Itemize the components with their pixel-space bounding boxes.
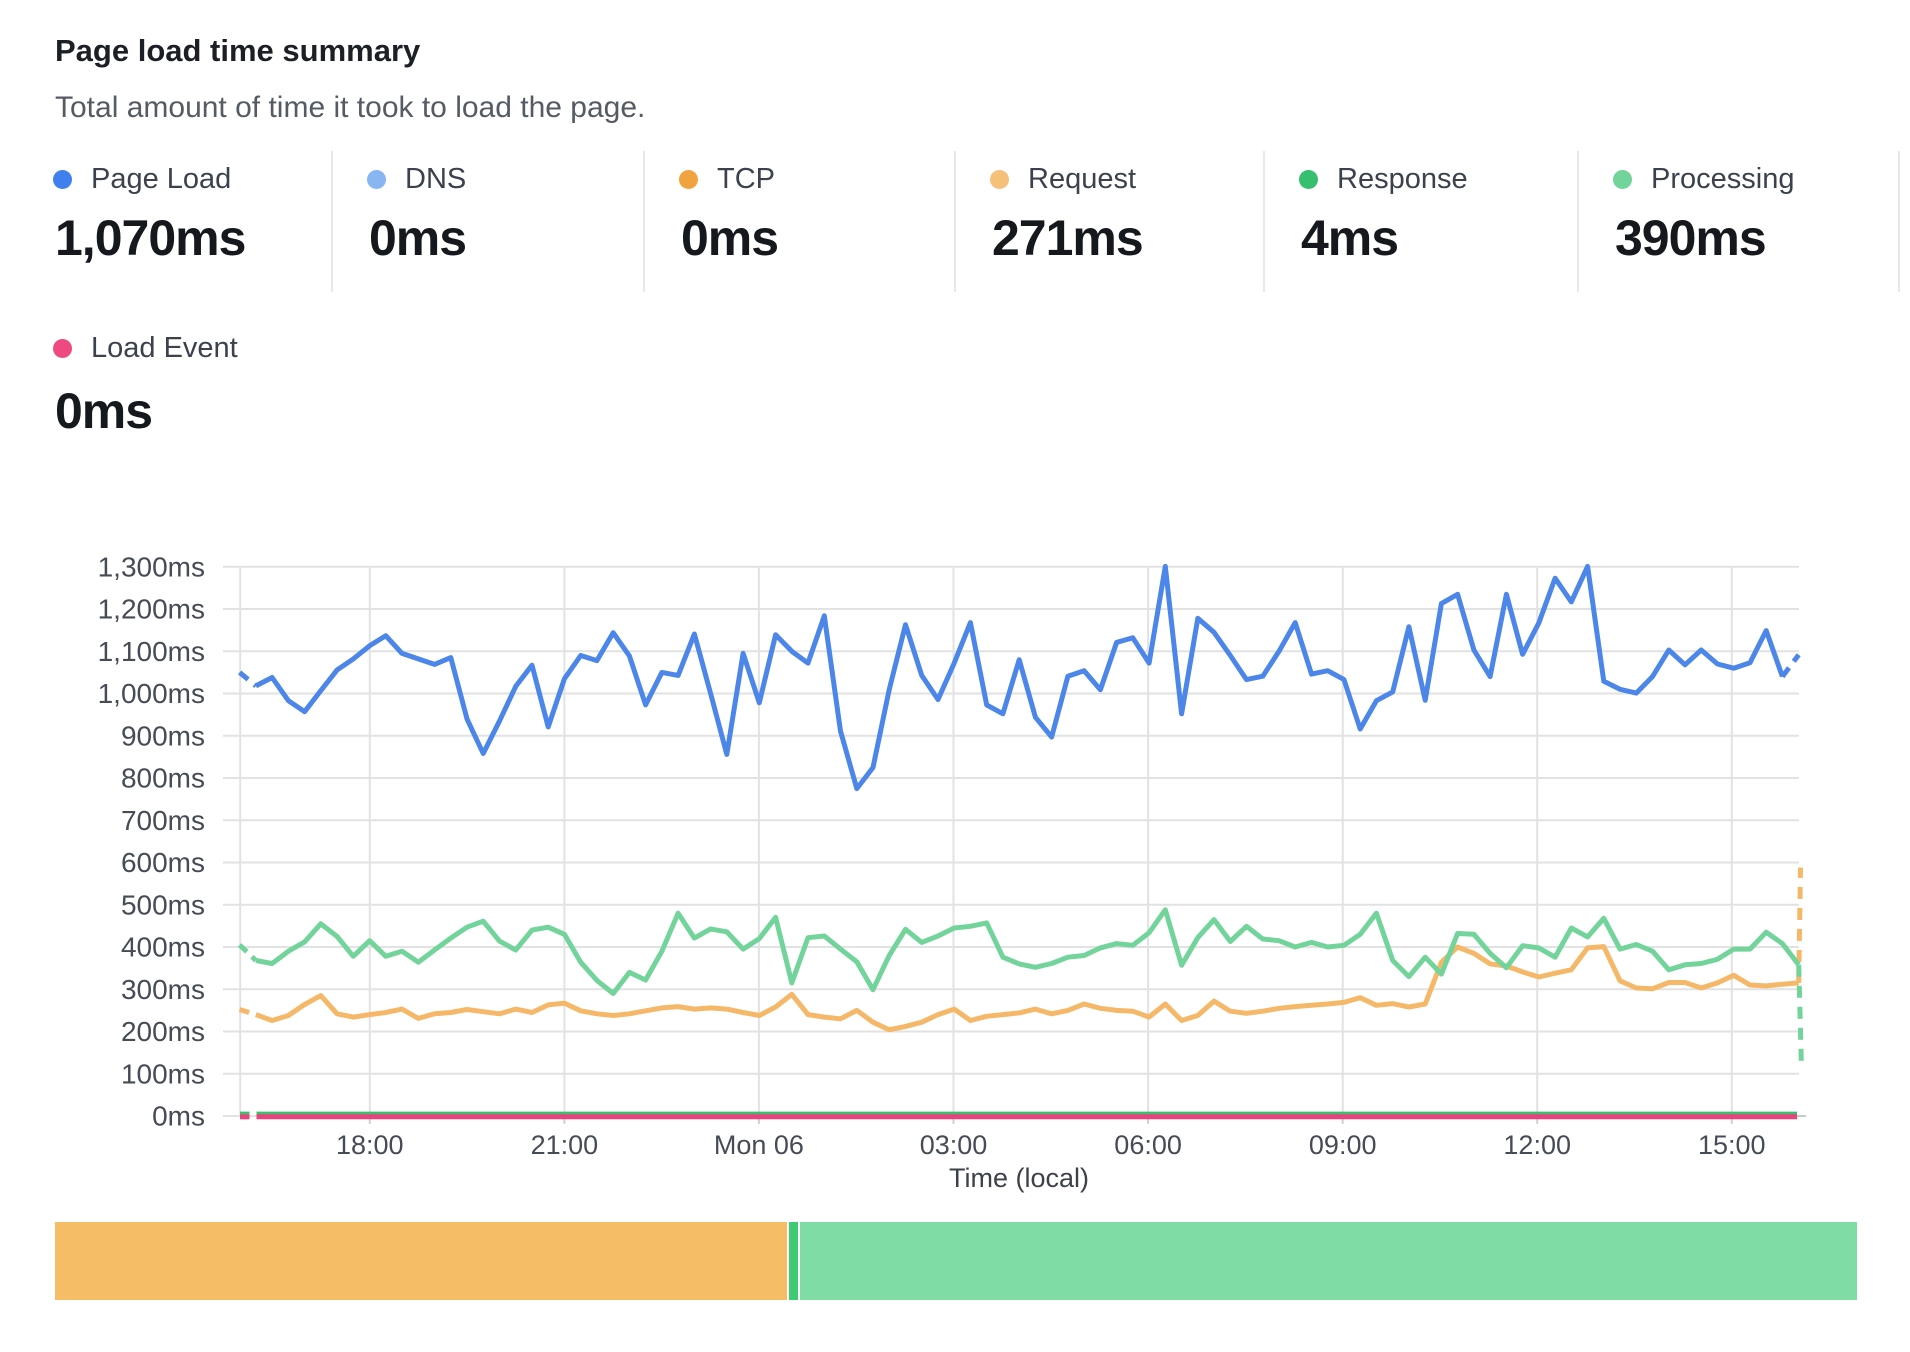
svg-text:1,000ms: 1,000ms — [98, 678, 205, 709]
svg-text:900ms: 900ms — [121, 720, 205, 751]
svg-text:200ms: 200ms — [121, 1016, 205, 1047]
svg-text:09:00: 09:00 — [1309, 1130, 1377, 1160]
svg-text:100ms: 100ms — [121, 1058, 205, 1089]
svg-text:18:00: 18:00 — [336, 1130, 404, 1160]
svg-text:0ms: 0ms — [152, 1101, 205, 1132]
svg-text:800ms: 800ms — [121, 763, 205, 794]
svg-text:600ms: 600ms — [121, 847, 205, 878]
svg-text:21:00: 21:00 — [531, 1130, 599, 1160]
svg-text:1,300ms: 1,300ms — [98, 551, 205, 582]
svg-text:300ms: 300ms — [121, 974, 205, 1005]
svg-text:500ms: 500ms — [121, 889, 205, 920]
svg-text:03:00: 03:00 — [920, 1130, 988, 1160]
svg-text:1,100ms: 1,100ms — [98, 636, 205, 667]
svg-text:Time (local): Time (local) — [949, 1163, 1089, 1193]
svg-text:1,200ms: 1,200ms — [98, 594, 205, 625]
svg-text:400ms: 400ms — [121, 932, 205, 963]
svg-text:12:00: 12:00 — [1503, 1130, 1571, 1160]
svg-text:06:00: 06:00 — [1114, 1130, 1182, 1160]
svg-text:700ms: 700ms — [121, 805, 205, 836]
svg-text:Mon 06: Mon 06 — [714, 1130, 804, 1160]
svg-text:15:00: 15:00 — [1698, 1130, 1766, 1160]
